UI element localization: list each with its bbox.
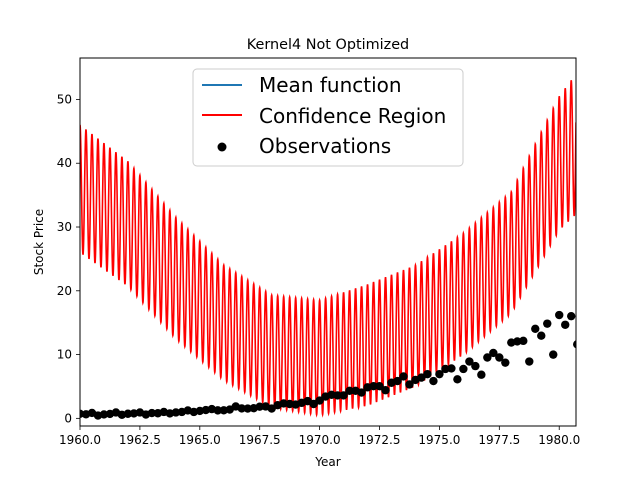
legend: Mean function Confidence Region Observat… (192, 68, 464, 167)
observation-point (465, 357, 474, 366)
x-tick-label: 1970.0 (299, 433, 341, 447)
observation-point (243, 404, 252, 413)
observation-point (495, 353, 504, 362)
legend-label-confidence: Confidence Region (259, 104, 446, 128)
chart-title: Kernel4 Not Optimized (247, 37, 409, 53)
observation-point (561, 320, 570, 329)
observation-point (405, 380, 414, 389)
observation-point (375, 382, 384, 391)
y-tick-label: 50 (57, 92, 72, 106)
y-tick-label: 40 (57, 156, 72, 170)
observation-point (381, 386, 390, 395)
observation-point (171, 408, 181, 417)
y-tick-label: 20 (57, 284, 72, 298)
observation-point (447, 364, 456, 373)
observation-point (357, 388, 366, 397)
observation-point (393, 376, 402, 386)
observation-point (477, 370, 486, 379)
observation-point (519, 336, 528, 346)
confidence-region-line (80, 80, 576, 418)
observation-point (369, 382, 378, 391)
y-tick-label: 10 (57, 348, 72, 362)
observation-point (549, 350, 558, 359)
observation-point (255, 402, 264, 411)
observation-point (99, 410, 109, 419)
observation-point (237, 404, 246, 413)
x-tick-label: 1980.0 (538, 433, 580, 447)
observation-point (399, 372, 408, 381)
observation-point (429, 376, 438, 386)
observation-point (123, 409, 133, 418)
plot-frame (79, 57, 577, 427)
observation-point (453, 375, 462, 384)
observation-point (567, 311, 576, 321)
observation-point (213, 406, 222, 415)
plot-area (80, 80, 576, 420)
observation-point (315, 396, 324, 405)
observation-point (489, 348, 498, 358)
legend-label-mean: Mean function (259, 73, 402, 97)
observation-point (537, 331, 546, 340)
x-tick-label: 1967.5 (239, 433, 281, 447)
observation-point (573, 340, 576, 349)
observation-point (483, 353, 492, 362)
observation-point (459, 364, 468, 374)
observation-point (543, 319, 552, 328)
x-tick-label: 1965.0 (179, 433, 221, 447)
x-axis-label: Year (314, 455, 340, 469)
observation-point (435, 369, 444, 379)
observation-point (555, 310, 564, 320)
legend-marker-observations (217, 142, 227, 152)
x-tick-label: 1975.0 (418, 433, 460, 447)
observation-point (339, 391, 348, 400)
observation-point (531, 324, 540, 333)
legend-box (192, 68, 464, 167)
observation-point (501, 358, 510, 367)
observation-point (147, 408, 157, 418)
x-tick-label: 1962.5 (119, 433, 161, 447)
observation-point (423, 369, 432, 379)
observation-point (345, 386, 354, 395)
x-tick-label: 1977.5 (478, 433, 520, 447)
x-tick-label: 1960.0 (59, 433, 101, 447)
y-axis-label: Stock Price (32, 209, 46, 275)
observation-point (471, 361, 480, 371)
x-tick-label: 1972.5 (359, 433, 401, 447)
axes: 1960.0 1962.5 1965.0 1967.5 1970.0 1972.5 1975… (57, 92, 581, 447)
y-tick-label: 0 (64, 411, 72, 425)
observation-point (333, 391, 342, 400)
y-tick-label: 30 (57, 220, 72, 234)
observation-point (525, 357, 534, 366)
legend-label-observations: Observations (259, 134, 391, 158)
